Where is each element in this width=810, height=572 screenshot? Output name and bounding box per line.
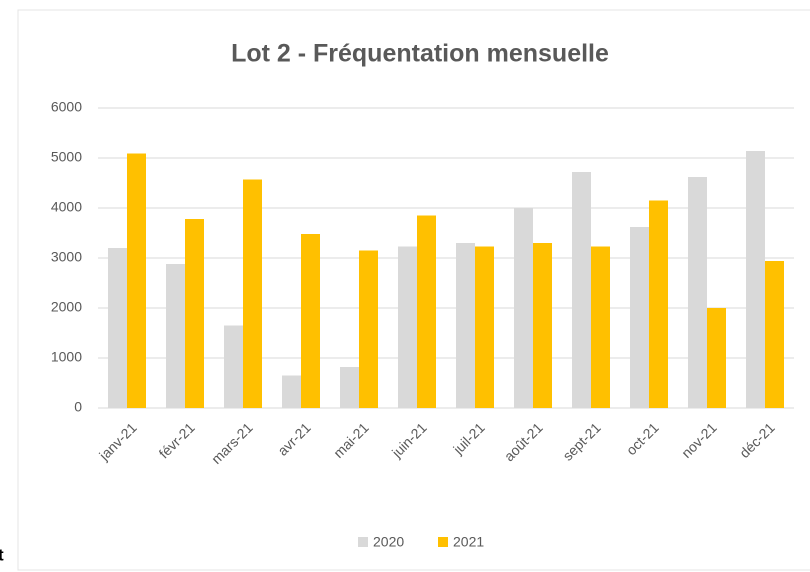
y-tick-label: 3000	[51, 249, 82, 265]
y-tick-label: 5000	[51, 149, 82, 165]
bar	[359, 250, 378, 408]
bar	[127, 153, 146, 408]
bar	[301, 234, 320, 408]
bar	[417, 215, 436, 408]
bar	[398, 246, 417, 408]
text-fragment: t	[0, 545, 4, 564]
bar	[166, 264, 185, 408]
legend-label: 2020	[373, 534, 404, 550]
bar	[224, 325, 243, 408]
bar	[765, 261, 784, 408]
bar	[456, 243, 475, 408]
legend-swatch	[358, 537, 368, 547]
chart-title: Lot 2 - Fréquentation mensuelle	[231, 40, 609, 68]
bar	[108, 248, 127, 408]
y-tick-label: 2000	[51, 299, 82, 315]
bar	[630, 227, 649, 408]
bar	[340, 367, 359, 408]
bar	[746, 151, 765, 408]
legend-label: 2021	[453, 534, 484, 550]
legend-swatch	[438, 537, 448, 547]
bar	[533, 243, 552, 408]
bar	[282, 375, 301, 408]
y-tick-label: 6000	[51, 99, 82, 115]
bar	[649, 200, 668, 408]
bar	[591, 246, 610, 408]
bar	[243, 179, 262, 408]
y-tick-label: 1000	[51, 349, 82, 365]
bar	[572, 172, 591, 408]
bar	[475, 246, 494, 408]
bar	[514, 208, 533, 408]
bar	[707, 308, 726, 408]
bar	[185, 219, 204, 408]
y-tick-label: 4000	[51, 199, 82, 215]
bar	[688, 177, 707, 408]
y-tick-label: 0	[74, 399, 82, 415]
